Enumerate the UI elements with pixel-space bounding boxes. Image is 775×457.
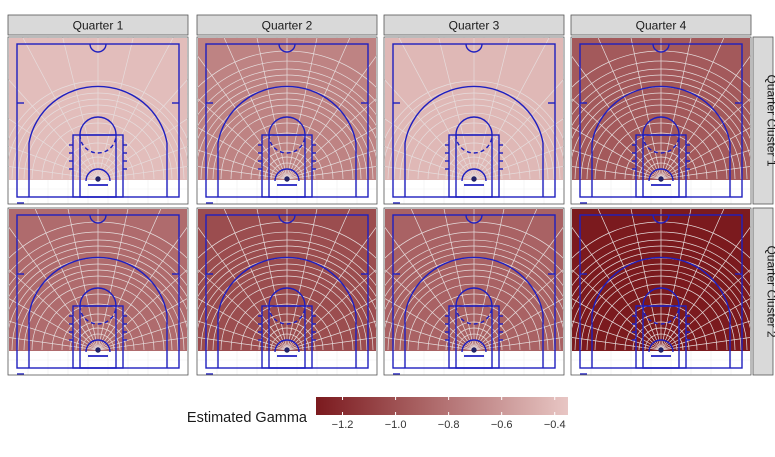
colorbar bbox=[316, 397, 568, 415]
rim bbox=[96, 348, 100, 352]
rim bbox=[659, 348, 663, 352]
row-strip-label: Quarter Cluster 1 bbox=[765, 74, 775, 166]
colorbar-tick-label: −0.8 bbox=[438, 419, 460, 431]
rim bbox=[472, 348, 476, 352]
rim bbox=[659, 177, 663, 181]
colorbar-tick-label: −0.4 bbox=[544, 419, 566, 431]
rim bbox=[472, 177, 476, 181]
colorbar-tick-label: −0.6 bbox=[491, 419, 513, 431]
colorbar-tick-label: −1.0 bbox=[385, 419, 407, 431]
column-strip-label: Quarter 1 bbox=[73, 19, 124, 33]
column-strip-label: Quarter 3 bbox=[449, 19, 500, 33]
column-strip-label: Quarter 2 bbox=[262, 19, 313, 33]
rim bbox=[285, 177, 289, 181]
colorbar-tick-label: −1.2 bbox=[332, 419, 354, 431]
rim bbox=[96, 177, 100, 181]
row-strip-label: Quarter Cluster 2 bbox=[765, 245, 775, 337]
colorbar-title: Estimated Gamma bbox=[187, 410, 308, 426]
column-strip-label: Quarter 4 bbox=[636, 19, 687, 33]
rim bbox=[285, 348, 289, 352]
